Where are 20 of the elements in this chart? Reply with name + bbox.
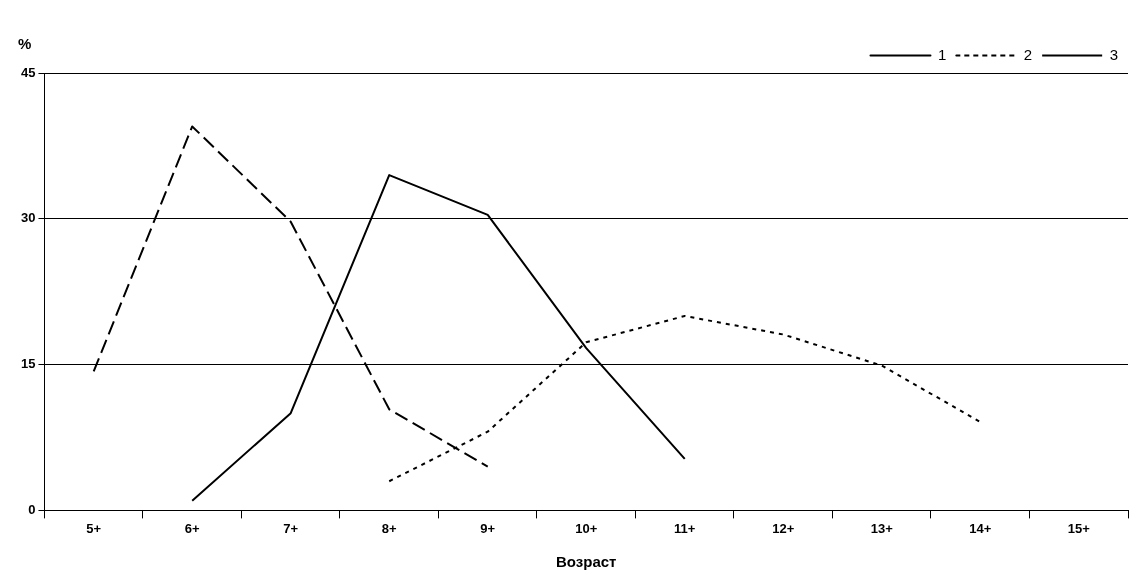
x-tick-label: 14+ [969, 520, 992, 536]
x-tick-label: 7+ [283, 520, 299, 536]
y-tick-label: 0 [28, 501, 36, 517]
y-tick-label: 45 [20, 64, 36, 80]
y-axis-title: % [18, 35, 32, 53]
legend-label: 1 [937, 45, 947, 63]
x-tick-label: 10+ [575, 520, 598, 536]
y-tick-label: 30 [20, 210, 36, 226]
x-tick-label: 6+ [184, 520, 201, 536]
x-axis-title: Возраст [556, 553, 617, 571]
legend-label: 2 [1023, 45, 1033, 63]
x-tick-label: 15+ [1067, 520, 1091, 536]
x-tick-label: 8+ [381, 520, 398, 536]
x-tick-label: 11+ [674, 520, 696, 536]
x-tick-label: 5+ [86, 520, 102, 536]
y-tick-label: 15 [20, 356, 36, 372]
x-tick-label: 9+ [480, 520, 496, 536]
legend-label: 3 [1109, 45, 1118, 63]
x-tick-label: 13+ [870, 520, 894, 536]
x-tick-label: 12+ [772, 520, 795, 536]
